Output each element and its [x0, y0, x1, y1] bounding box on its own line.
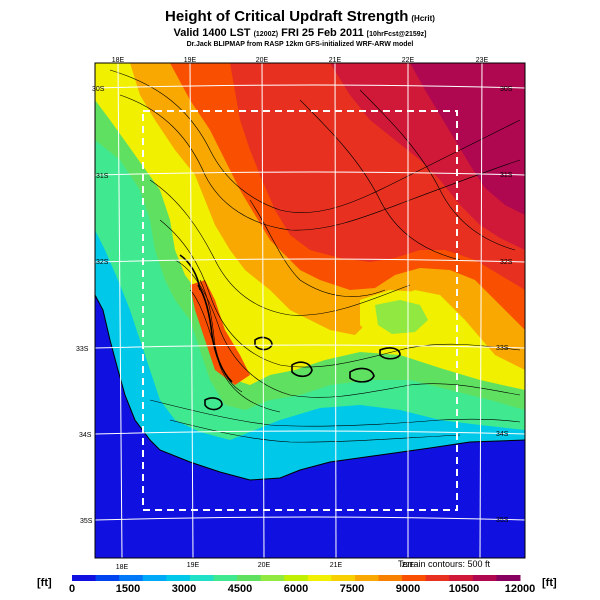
lat-label: 35S [496, 517, 509, 524]
colorbar-swatch [95, 575, 120, 581]
colorbar-swatch [260, 575, 285, 581]
parallel-30s [95, 84, 525, 89]
colorbar-swatch [354, 575, 380, 581]
lat-label: 30S [92, 86, 105, 93]
colorbar-swatch [425, 575, 450, 581]
lat-labels-left: 30S 31S 32S 33S 34S 35S [76, 86, 109, 525]
colorbar-ticks: 0 1500 3000 4500 6000 7500 9000 10500 12000 [69, 583, 535, 595]
lat-label: 31S [96, 173, 109, 180]
subtitle-utc: (1200Z) [253, 31, 279, 38]
parallel-34s [95, 430, 525, 435]
lon-label: 22E [402, 562, 415, 569]
lon-label: 22E [402, 57, 415, 64]
lon-label: 20E [258, 562, 271, 569]
map-title: Height of Critical Updraft Strength (Hcri… [0, 8, 600, 25]
meridian-19e [189, 63, 194, 558]
colorbar-swatch [472, 575, 497, 581]
colorbar [72, 575, 521, 581]
lon-label: 19E [187, 562, 200, 569]
meridian-21e [334, 63, 337, 558]
lat-label: 32S [96, 259, 109, 266]
map-credit: Dr.Jack BLIPMAP from RASP 12km GFS-initi… [186, 41, 414, 48]
colorbar-tick-label: 7500 [340, 583, 364, 595]
colorbar-swatch [189, 575, 214, 581]
graticule [95, 63, 525, 558]
lon-label: 18E [112, 57, 125, 64]
lon-label: 20E [256, 57, 269, 64]
colorbar-swatch [284, 575, 309, 581]
lat-label: 34S [496, 431, 509, 438]
meridian-18e [117, 63, 123, 558]
terrain-contour-note: Terrain contours: 500 ft [398, 559, 491, 569]
subtitle-forecast: [10hrFcst@2159z] [366, 31, 427, 38]
colorbar-swatch [378, 575, 403, 581]
field-layer [95, 63, 525, 558]
colorbar-swatch [166, 575, 191, 581]
colorbar-tick-label: 0 [69, 583, 75, 595]
colorbar-swatch [496, 575, 521, 581]
lon-label: 18E [116, 564, 129, 571]
colorbar-tick-label: 12000 [505, 583, 536, 595]
subtitle-date: FRI 25 Feb 2011 [281, 27, 364, 39]
mountain-feature [190, 280, 250, 385]
meridian-20e [261, 63, 265, 558]
colorbar-swatch [331, 575, 356, 581]
title-text: Height of Critical Updraft Strength [165, 8, 409, 25]
lat-labels-right: 30S 31S 32S 33S 34S 35S [496, 86, 513, 524]
terrain-contours-heavy [179, 254, 401, 411]
colorbar-swatch [449, 575, 474, 581]
colorbar-unit-left: [ft] [37, 577, 52, 589]
terrain-contours [109, 69, 521, 443]
parallel-35s [95, 516, 525, 521]
colorbar-swatch [213, 575, 238, 581]
colorbar-tick-label: 9000 [396, 583, 420, 595]
parallel-32s [95, 258, 525, 263]
lat-label: 35S [80, 518, 93, 525]
lat-label: 32S [500, 259, 513, 266]
subtitle-valid: Valid 1400 LST [173, 27, 251, 39]
lat-label: 30S [500, 86, 513, 93]
meridian-23e [479, 63, 483, 558]
map-frame [94, 62, 526, 559]
parallel-31s [95, 171, 525, 176]
colorbar-swatch [237, 575, 262, 581]
lat-label: 33S [76, 346, 89, 353]
colorbar-tick-label: 3000 [172, 583, 196, 595]
lon-label: 19E [184, 57, 197, 64]
lon-label: 21E [330, 562, 343, 569]
colorbar-swatch [119, 575, 144, 581]
colorbar-unit-right: [ft] [542, 577, 557, 589]
colorbar-tick-label: 4500 [228, 583, 252, 595]
inner-domain-box [142, 110, 458, 511]
parallel-33s [95, 344, 525, 349]
colorbar-tick-label: 1500 [116, 583, 140, 595]
lat-label: 34S [79, 432, 92, 439]
title-units: (Hcrit) [411, 14, 435, 23]
lon-label: 23E [476, 57, 489, 64]
land-magenta [410, 63, 525, 215]
basin-core [375, 300, 428, 334]
colorbar-swatch [307, 575, 332, 581]
lon-labels-bottom: 18E 19E 20E 21E 22E [116, 562, 415, 571]
colorbar-tick-label: 6000 [284, 583, 308, 595]
coastline [95, 294, 525, 481]
lon-labels-top: 18E 19E 20E 21E 22E 23E [112, 57, 489, 64]
lat-label: 33S [496, 345, 509, 352]
colorbar-swatch [142, 575, 167, 581]
lon-label: 21E [329, 57, 342, 64]
colorbar-swatch [402, 575, 427, 581]
colorbar-tick-label: 10500 [449, 583, 480, 595]
colorbar-swatch [72, 575, 97, 581]
lat-label: 31S [500, 172, 513, 179]
map-subtitle: Valid 1400 LST (1200Z) FRI 25 Feb 2011 [… [0, 27, 600, 39]
